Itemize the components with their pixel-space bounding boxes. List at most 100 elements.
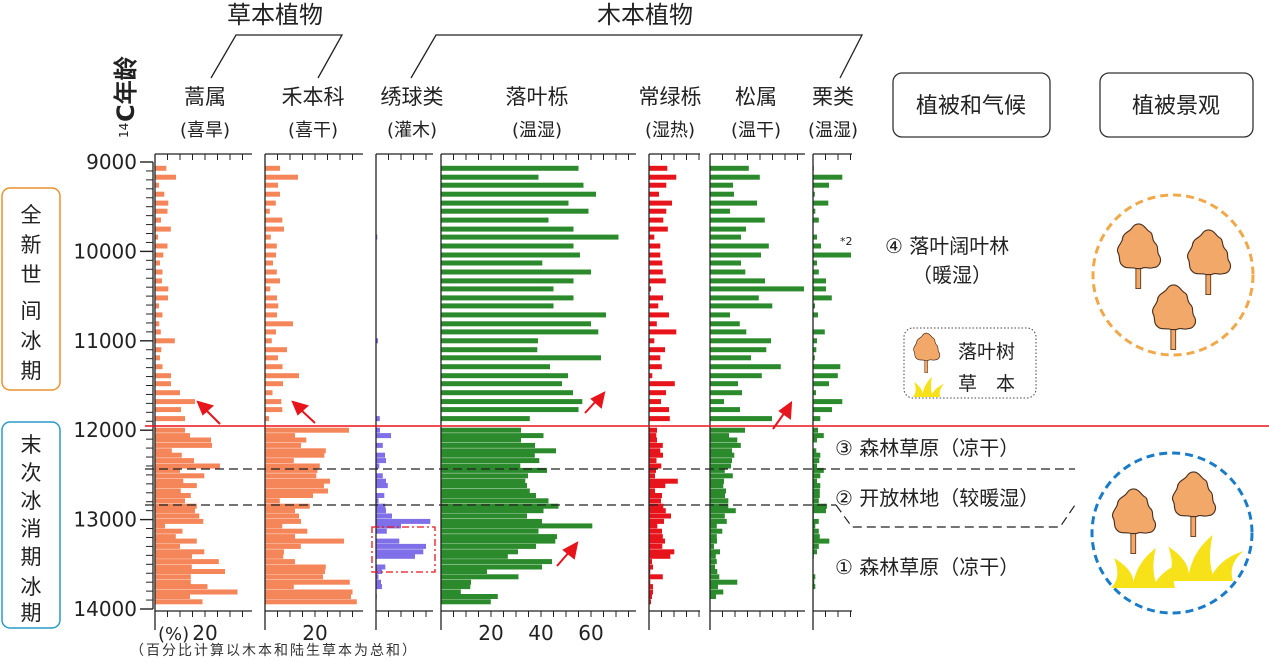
bar bbox=[265, 478, 330, 484]
bar bbox=[155, 559, 219, 565]
bar bbox=[155, 488, 181, 494]
bar bbox=[710, 182, 733, 188]
bar bbox=[649, 508, 666, 514]
bar bbox=[649, 217, 664, 223]
bar bbox=[441, 390, 573, 396]
bar bbox=[649, 437, 657, 443]
bar bbox=[649, 191, 659, 197]
bar bbox=[813, 191, 815, 197]
bar bbox=[813, 355, 815, 361]
bar bbox=[265, 584, 294, 590]
bar bbox=[265, 182, 278, 188]
bar bbox=[649, 355, 661, 361]
bar bbox=[813, 427, 818, 433]
bar bbox=[710, 538, 717, 544]
bar bbox=[813, 498, 819, 504]
bar bbox=[155, 513, 200, 519]
tree-group-title: 木本植物 bbox=[597, 1, 693, 29]
bar bbox=[649, 564, 653, 570]
bar bbox=[155, 399, 195, 405]
bar bbox=[441, 508, 544, 514]
bar bbox=[265, 355, 278, 361]
bar bbox=[441, 399, 583, 405]
bar bbox=[265, 200, 276, 206]
bar bbox=[710, 381, 738, 387]
bar bbox=[265, 513, 299, 519]
bar bbox=[441, 427, 521, 433]
bar bbox=[649, 518, 664, 524]
period-char: 期 bbox=[21, 545, 42, 569]
bar bbox=[710, 338, 771, 344]
bar bbox=[376, 458, 386, 464]
bar bbox=[813, 269, 819, 275]
bar bbox=[441, 243, 574, 249]
bar bbox=[813, 437, 817, 443]
bar bbox=[441, 260, 543, 266]
bar bbox=[155, 373, 171, 379]
bar bbox=[441, 226, 574, 232]
bar bbox=[155, 452, 182, 458]
bar bbox=[649, 448, 661, 454]
bar bbox=[813, 528, 819, 534]
bar bbox=[376, 584, 382, 590]
bar bbox=[813, 174, 843, 180]
bar bbox=[813, 329, 825, 335]
column-preference: (温湿) bbox=[808, 120, 858, 141]
bar bbox=[649, 165, 668, 171]
y-axis-label: 14 C年龄 bbox=[112, 55, 140, 138]
bar bbox=[813, 416, 821, 422]
bar bbox=[710, 589, 724, 595]
bar bbox=[265, 252, 276, 258]
bar bbox=[441, 252, 580, 258]
age-tick-label: 14000 bbox=[73, 597, 137, 621]
bar bbox=[265, 442, 301, 448]
bar bbox=[813, 523, 816, 529]
holocene-landscape-circle bbox=[1091, 193, 1255, 357]
legend-tree-label: 落叶树 bbox=[958, 341, 1015, 363]
glacial-landscape-circle bbox=[1090, 451, 1254, 615]
age-tick-label: 11000 bbox=[73, 329, 137, 353]
bar bbox=[710, 549, 720, 555]
bar bbox=[649, 478, 678, 484]
bar bbox=[649, 200, 672, 206]
bar bbox=[441, 208, 589, 214]
bar bbox=[155, 407, 181, 413]
trend-arrows bbox=[196, 391, 793, 567]
bar bbox=[649, 427, 657, 433]
glacial-period-box bbox=[1, 421, 61, 629]
bar bbox=[813, 584, 816, 590]
bar bbox=[155, 467, 180, 473]
bar bbox=[649, 182, 667, 188]
bar bbox=[441, 579, 471, 585]
bar bbox=[376, 538, 400, 544]
bar bbox=[710, 478, 724, 484]
bar bbox=[710, 269, 746, 275]
bar bbox=[649, 364, 662, 370]
bar bbox=[265, 594, 351, 599]
bar bbox=[710, 518, 727, 524]
bar bbox=[710, 427, 745, 433]
bar bbox=[813, 503, 827, 509]
bar bbox=[155, 355, 160, 361]
bar bbox=[441, 467, 547, 473]
bar bbox=[265, 569, 325, 574]
bar bbox=[155, 243, 168, 249]
bar bbox=[441, 523, 593, 529]
bar bbox=[265, 448, 326, 454]
bar bbox=[441, 329, 599, 335]
bar bbox=[649, 498, 661, 504]
bar bbox=[649, 574, 663, 580]
bar bbox=[813, 467, 824, 473]
bar bbox=[376, 498, 379, 504]
bar bbox=[710, 564, 715, 570]
bar bbox=[649, 338, 655, 344]
bar bbox=[155, 599, 203, 605]
bar bbox=[441, 381, 562, 387]
bar bbox=[265, 416, 269, 422]
bar bbox=[441, 286, 554, 292]
bar bbox=[155, 269, 163, 275]
bar bbox=[441, 165, 579, 171]
bar bbox=[265, 234, 271, 240]
bar bbox=[710, 503, 729, 509]
bar bbox=[813, 234, 817, 240]
